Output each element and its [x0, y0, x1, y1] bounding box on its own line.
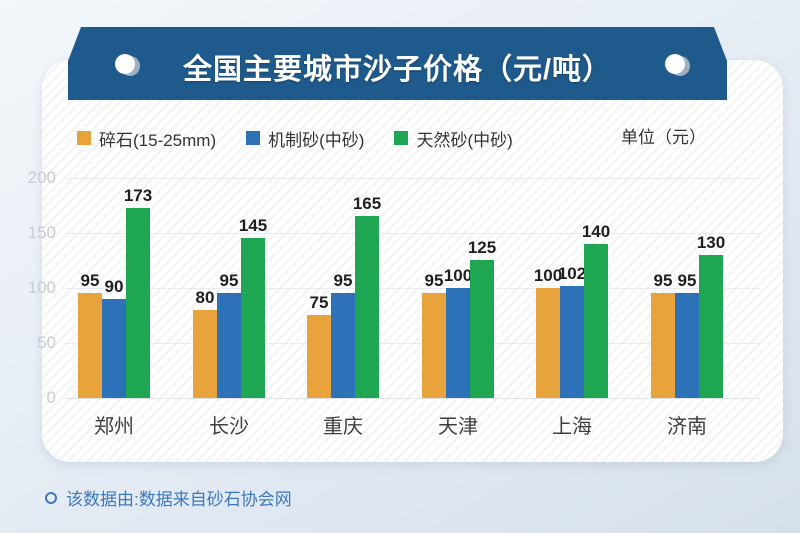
legend-item-1: 机制砂(中砂)	[246, 126, 364, 151]
legend-swatch-icon	[246, 131, 261, 145]
legend-label: 碎石(15-25mm)	[99, 130, 217, 150]
legend-swatch-icon	[394, 131, 409, 145]
legend-label: 机制砂(中砂)	[268, 130, 365, 150]
legend-item-2: 天然砂(中砂)	[394, 126, 513, 151]
source-text: 该数据由:数据来自砂石协会网	[66, 490, 292, 509]
legend-swatch-icon	[77, 131, 91, 145]
background-panel	[42, 60, 783, 462]
legend: 碎石(15-25mm) 机制砂(中砂) 天然砂(中砂)	[77, 126, 513, 151]
legend-label: 天然砂(中砂)	[416, 130, 513, 150]
title-ribbon: 全国主要城市沙子价格（元/吨）	[68, 27, 727, 100]
source-bullet-icon	[45, 491, 57, 504]
source-note: 该数据由:数据来自砂石协会网	[45, 485, 292, 510]
unit-label: 单位（元）	[621, 128, 706, 147]
legend-item-0: 碎石(15-25mm)	[77, 126, 216, 151]
ribbon-rivet-right-icon	[665, 54, 685, 74]
ribbon-rivet-left-icon	[115, 54, 135, 74]
page-title: 全国主要城市沙子价格（元/吨）	[182, 53, 613, 86]
